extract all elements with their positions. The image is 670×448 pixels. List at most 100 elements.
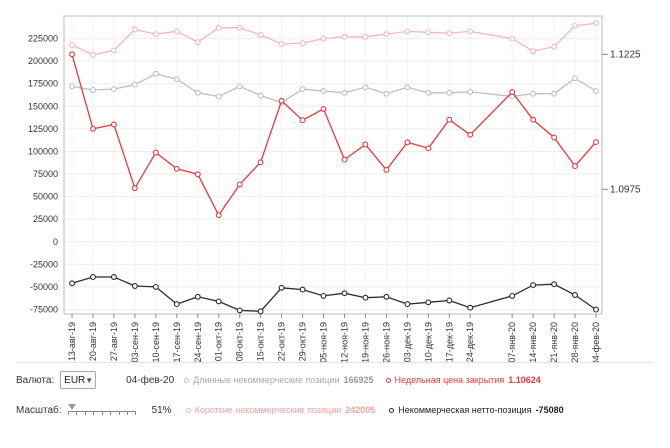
y-tick-label: 225000	[28, 34, 58, 44]
x-tick-label: 28-янв-20	[570, 322, 580, 362]
data-point	[341, 33, 348, 40]
x-tick-label: 04-фев-20	[591, 322, 601, 362]
x-tick-label: 27-авг-19	[109, 322, 119, 361]
slider-tick	[67, 411, 69, 415]
y-tick-label: 175000	[28, 79, 58, 89]
x-tick-label: 10-дек-19	[423, 322, 433, 362]
x-tick-label: 03-сен-19	[130, 322, 140, 362]
data-point	[299, 86, 306, 93]
y-tick-label: -25000	[30, 259, 58, 269]
data-point	[530, 48, 537, 55]
x-tick-label: 24-дек-19	[465, 322, 475, 362]
data-point	[152, 149, 159, 156]
y-tick-label: 150000	[28, 101, 58, 111]
data-point	[425, 29, 432, 36]
data-point	[446, 297, 453, 304]
slider-tick	[109, 411, 111, 415]
data-point	[320, 105, 327, 112]
y-tick-label: 100000	[28, 146, 58, 156]
legend-close-value: 1.10624	[508, 375, 541, 385]
data-point	[90, 51, 96, 58]
data-point	[341, 89, 348, 96]
data-point	[593, 88, 599, 94]
legend-net-value: -75080	[535, 405, 564, 415]
series-2b2b2b	[69, 274, 599, 315]
data-point	[110, 121, 117, 128]
legend-net[interactable]: Некоммерческая нетто-позиция -75080	[389, 405, 564, 415]
data-point	[320, 88, 327, 94]
x-tick-label: 05-ноя-19	[319, 322, 329, 362]
y-tick-label: 25000	[33, 214, 58, 224]
currency-select[interactable]: EUR ▼	[60, 371, 97, 389]
slider-tick	[101, 411, 103, 415]
data-point	[152, 31, 159, 38]
data-point	[341, 156, 348, 163]
controls-row-1: Валюта: EUR ▼ 04-фев-20 Длинные некоммер…	[16, 371, 541, 389]
data-point	[131, 81, 138, 88]
x-tick-label: 20-авг-19	[88, 322, 98, 361]
data-point	[173, 165, 180, 172]
data-point	[173, 301, 180, 308]
data-point	[69, 280, 75, 287]
x-tick-label: 15-окт-19	[256, 322, 266, 361]
data-point	[551, 90, 558, 97]
data-point	[404, 139, 411, 146]
x-tick-label: 14-янв-20	[528, 322, 538, 362]
x-tick-label: 07-янв-20	[507, 322, 517, 362]
data-point	[69, 83, 75, 90]
slider-tick	[134, 411, 136, 415]
data-point	[446, 89, 453, 96]
data-point	[404, 301, 411, 308]
slider-tick	[126, 411, 128, 415]
data-point	[467, 131, 474, 138]
slider-thumb-icon[interactable]	[67, 404, 76, 410]
data-point	[90, 87, 96, 93]
data-point	[383, 90, 390, 97]
data-point	[215, 212, 222, 219]
scale-slider[interactable]	[67, 403, 136, 417]
x-tick-label: 29-окт-19	[298, 322, 308, 361]
data-point	[131, 283, 138, 289]
data-point	[236, 83, 243, 90]
currency-label: Валюта:	[16, 374, 55, 386]
data-point	[593, 139, 599, 146]
data-point	[572, 22, 578, 29]
x-tick-label: 22-окт-19	[277, 322, 287, 361]
data-point	[509, 89, 516, 96]
chevron-down-icon: ▼	[85, 375, 94, 385]
x-tick-label: 08-окт-19	[235, 322, 245, 361]
y-tick-label: 125000	[28, 124, 58, 134]
slider-tick	[92, 411, 94, 415]
legend-short-value: 242005	[345, 405, 376, 415]
data-point	[551, 134, 558, 141]
series-e8393c	[69, 51, 599, 219]
y2-tick-label: 1.0975	[610, 184, 641, 195]
slider-tick	[75, 411, 77, 415]
cot-chart: 225000 200000 175000 150000 125000 100000 7500…	[28, 15, 641, 362]
data-point	[215, 24, 222, 31]
data-point	[425, 145, 432, 152]
data-point	[131, 26, 138, 33]
data-point	[278, 41, 285, 47]
y-tick-label: 50000	[33, 192, 58, 202]
data-point	[362, 294, 369, 301]
legend-net-label: Некоммерческая нетто-позиция	[398, 405, 532, 415]
legend-long[interactable]: Длинные некоммерческие позиции 166925	[184, 375, 374, 385]
data-point	[425, 89, 432, 96]
data-point	[530, 116, 537, 123]
data-point	[236, 181, 243, 188]
legend-close-label: Недельная цена закрытия	[394, 375, 505, 385]
data-point	[530, 90, 537, 97]
data-point	[320, 292, 327, 299]
circle-marker-icon	[184, 377, 190, 383]
legend-close[interactable]: Недельная цена закрытия 1.10624	[385, 375, 541, 385]
data-point	[509, 292, 516, 299]
controls-panel: Валюта: EUR ▼ 04-фев-20 Длинные некоммер…	[16, 362, 654, 441]
x-tick-label: 24-сен-19	[193, 322, 203, 362]
series-layer	[69, 20, 599, 315]
scale-label: Масштаб:	[16, 404, 62, 416]
circle-marker-icon	[385, 377, 391, 383]
data-point	[173, 76, 180, 83]
grid-lines	[64, 16, 602, 314]
legend-short[interactable]: Короткие некоммерческие позиции 242005	[185, 405, 376, 415]
